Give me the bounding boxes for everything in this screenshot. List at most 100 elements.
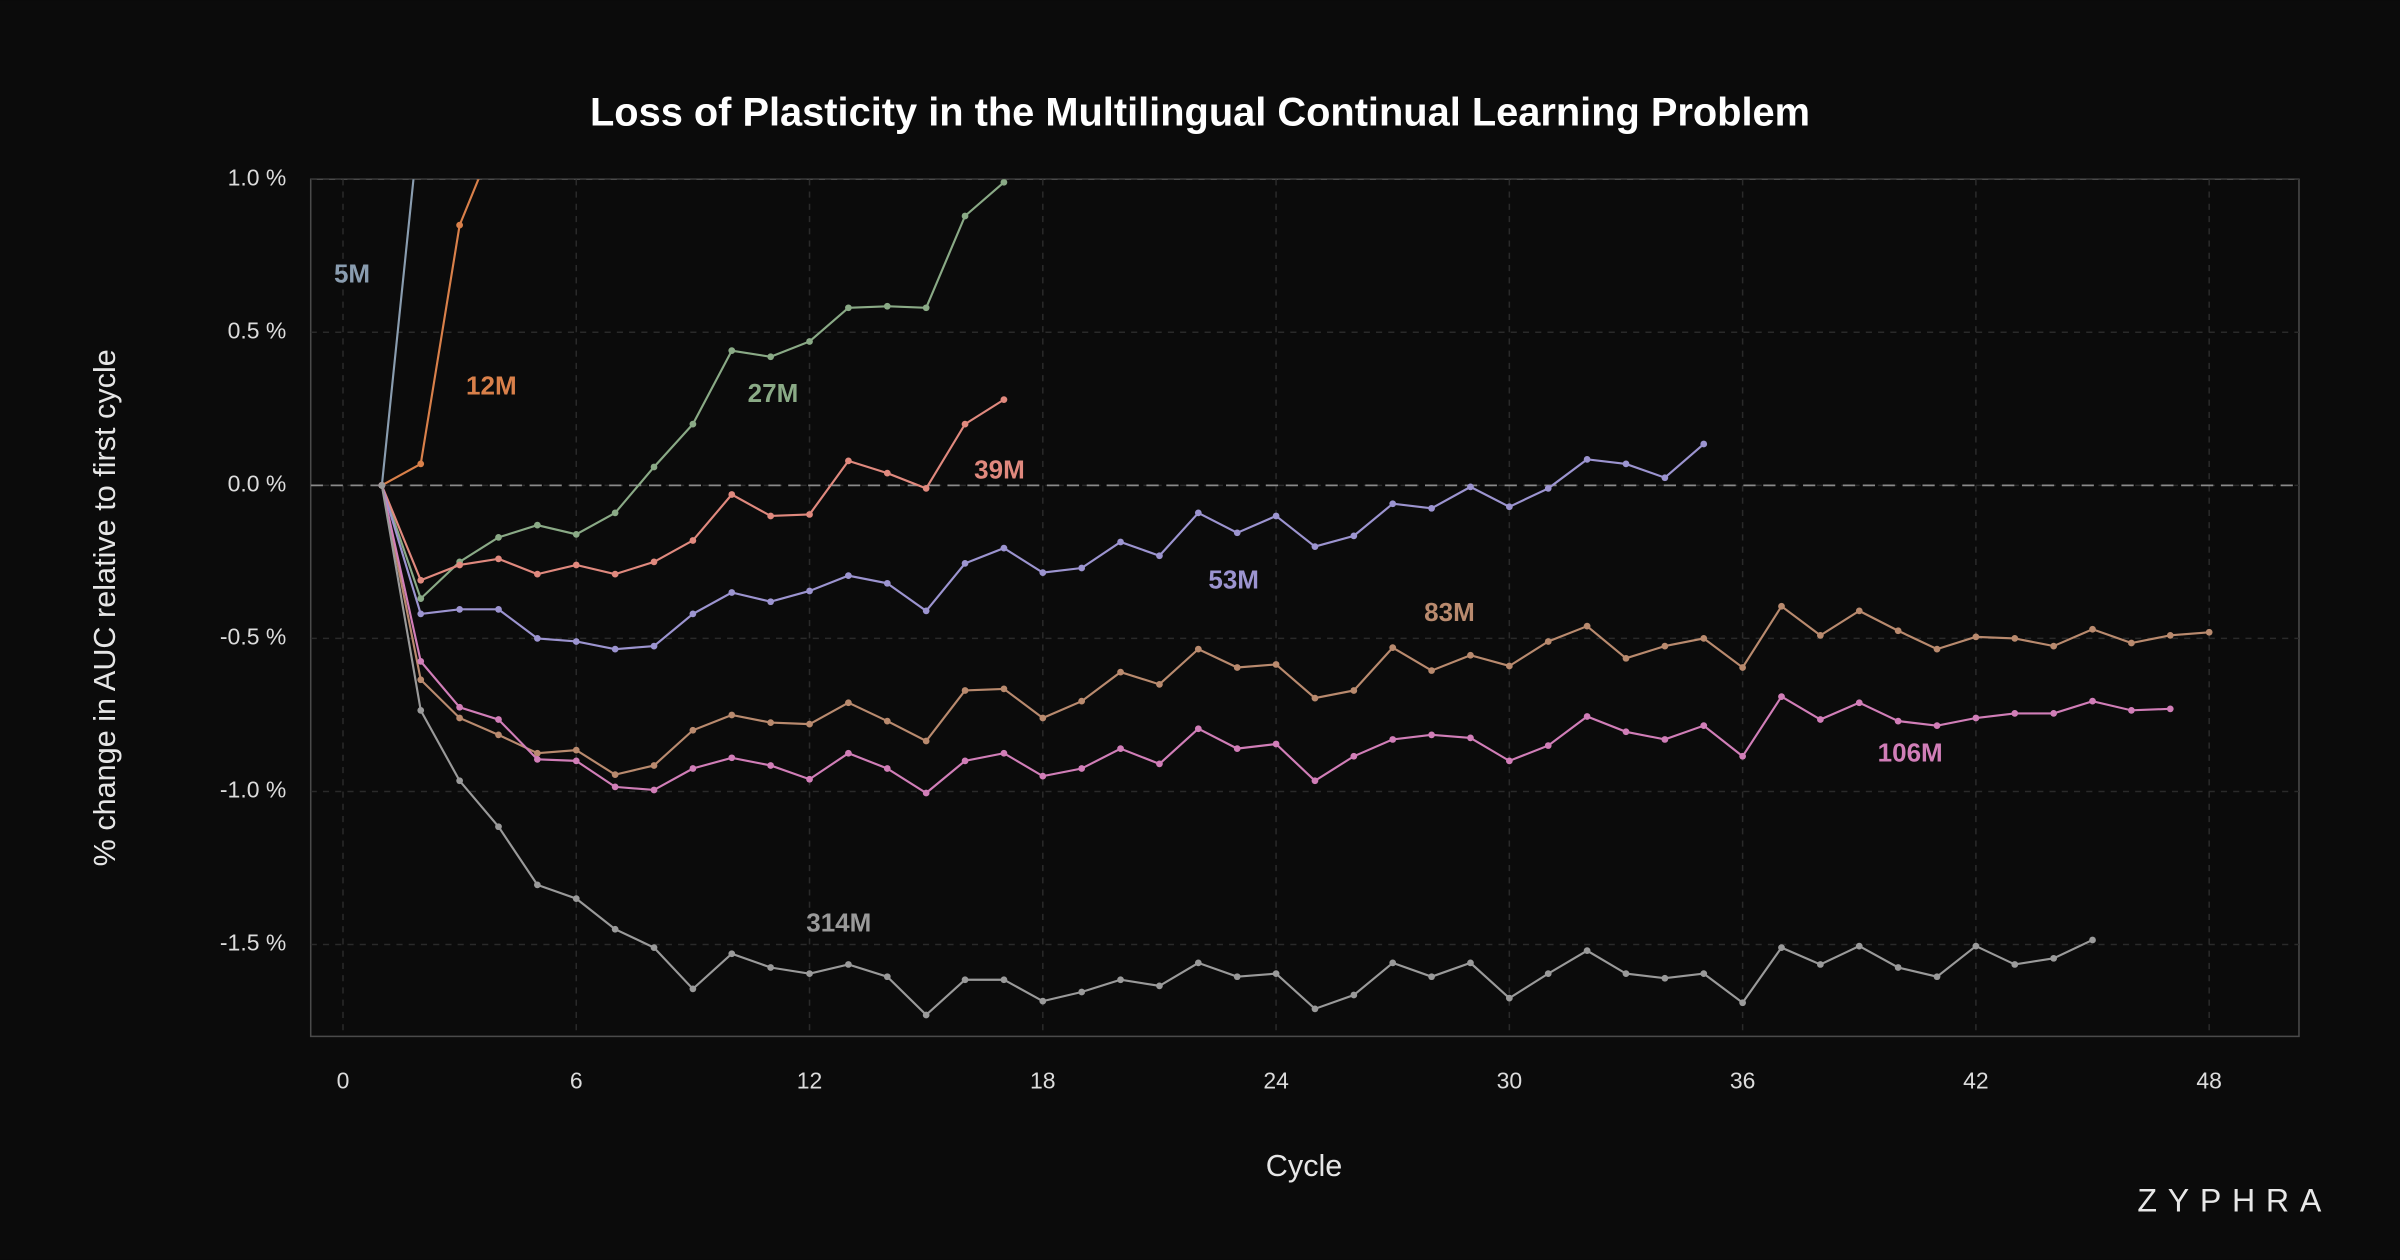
data-point	[456, 605, 463, 613]
data-point	[728, 589, 736, 596]
data-point	[1583, 455, 1591, 463]
series-line	[381, 179, 480, 487]
data-point	[417, 595, 425, 602]
data-point	[572, 638, 580, 645]
data-point	[611, 771, 619, 779]
data-point	[845, 457, 852, 465]
data-point	[1778, 944, 1785, 951]
data-point	[495, 555, 502, 563]
data-point	[2128, 706, 2135, 714]
data-point	[1467, 651, 1474, 659]
data-point	[650, 944, 658, 951]
data-point	[767, 964, 775, 971]
data-point	[689, 537, 697, 544]
data-point	[961, 560, 969, 567]
data-point	[1428, 973, 1435, 981]
series-line	[380, 179, 415, 486]
data-point	[806, 720, 813, 728]
x-tick-label: 0	[337, 1067, 350, 1093]
series-label: 39M	[974, 454, 1025, 484]
data-point	[1544, 485, 1552, 492]
data-point	[417, 610, 425, 618]
y-tick-label: 0.5 %	[228, 317, 287, 343]
data-point	[1000, 396, 1008, 404]
data-point	[2089, 936, 2096, 944]
data-point	[922, 304, 930, 312]
data-point	[806, 511, 813, 518]
data-point	[1311, 694, 1319, 702]
data-point	[534, 755, 541, 763]
data-point	[456, 703, 463, 711]
data-point	[611, 645, 619, 653]
data-point	[728, 347, 736, 355]
data-point	[1350, 991, 1358, 999]
data-point	[2050, 710, 2058, 717]
data-point	[1933, 722, 1941, 730]
data-point	[961, 757, 969, 765]
data-point	[1233, 529, 1241, 537]
x-tick-label: 48	[2196, 1067, 2222, 1093]
data-point	[728, 491, 736, 498]
data-point	[1233, 745, 1241, 752]
data-point	[767, 719, 775, 726]
data-point	[1156, 760, 1163, 768]
series-label: 53M	[1208, 565, 1259, 595]
data-point	[1972, 633, 1980, 641]
data-point	[456, 221, 463, 229]
data-point	[1311, 777, 1319, 785]
data-point	[1194, 509, 1202, 517]
data-point	[1000, 685, 1008, 693]
data-point	[883, 717, 891, 725]
data-point	[689, 985, 697, 993]
data-point	[572, 895, 580, 902]
series-label: 5M	[334, 259, 370, 289]
data-point	[534, 521, 541, 529]
data-point	[650, 762, 658, 769]
data-point	[1000, 179, 1008, 186]
data-point	[1389, 644, 1397, 651]
data-point	[2050, 954, 2058, 962]
series-line	[380, 485, 2210, 776]
y-tick-label: -1.5 %	[220, 930, 286, 956]
series-label: 83M	[1424, 597, 1475, 627]
data-point	[1272, 661, 1280, 668]
data-point	[883, 973, 891, 981]
data-point	[961, 420, 969, 428]
data-point	[1000, 976, 1008, 984]
data-point	[845, 572, 852, 580]
data-point	[883, 765, 891, 772]
data-point	[1661, 642, 1669, 650]
data-point	[845, 749, 852, 757]
data-point	[611, 509, 619, 517]
data-point	[1389, 736, 1397, 743]
data-point	[1544, 638, 1552, 645]
data-point	[1855, 607, 1863, 615]
data-point	[806, 775, 813, 783]
data-point	[456, 561, 463, 569]
data-point	[2089, 625, 2096, 633]
data-point	[1817, 716, 1824, 723]
data-point	[611, 570, 619, 578]
data-point	[1039, 772, 1047, 780]
series-label: 106M	[1878, 738, 1943, 768]
data-point	[922, 1011, 930, 1019]
data-point	[1078, 765, 1086, 772]
data-point	[1117, 668, 1124, 676]
data-point	[1739, 999, 1746, 1007]
data-point	[1117, 976, 1124, 984]
data-point	[1117, 745, 1124, 752]
data-point	[1467, 959, 1474, 967]
series-label: 27M	[748, 378, 799, 408]
data-point	[456, 777, 463, 785]
data-point	[417, 576, 425, 584]
plot-area	[310, 179, 2299, 1037]
y-axis-title: % change in AUC relative to first cycle	[88, 349, 122, 866]
data-point	[1389, 959, 1397, 967]
data-point	[495, 823, 502, 831]
data-point	[1272, 970, 1280, 977]
data-point	[961, 212, 969, 220]
data-point	[1622, 728, 1630, 736]
data-point	[2050, 642, 2058, 650]
data-point	[2166, 631, 2174, 639]
